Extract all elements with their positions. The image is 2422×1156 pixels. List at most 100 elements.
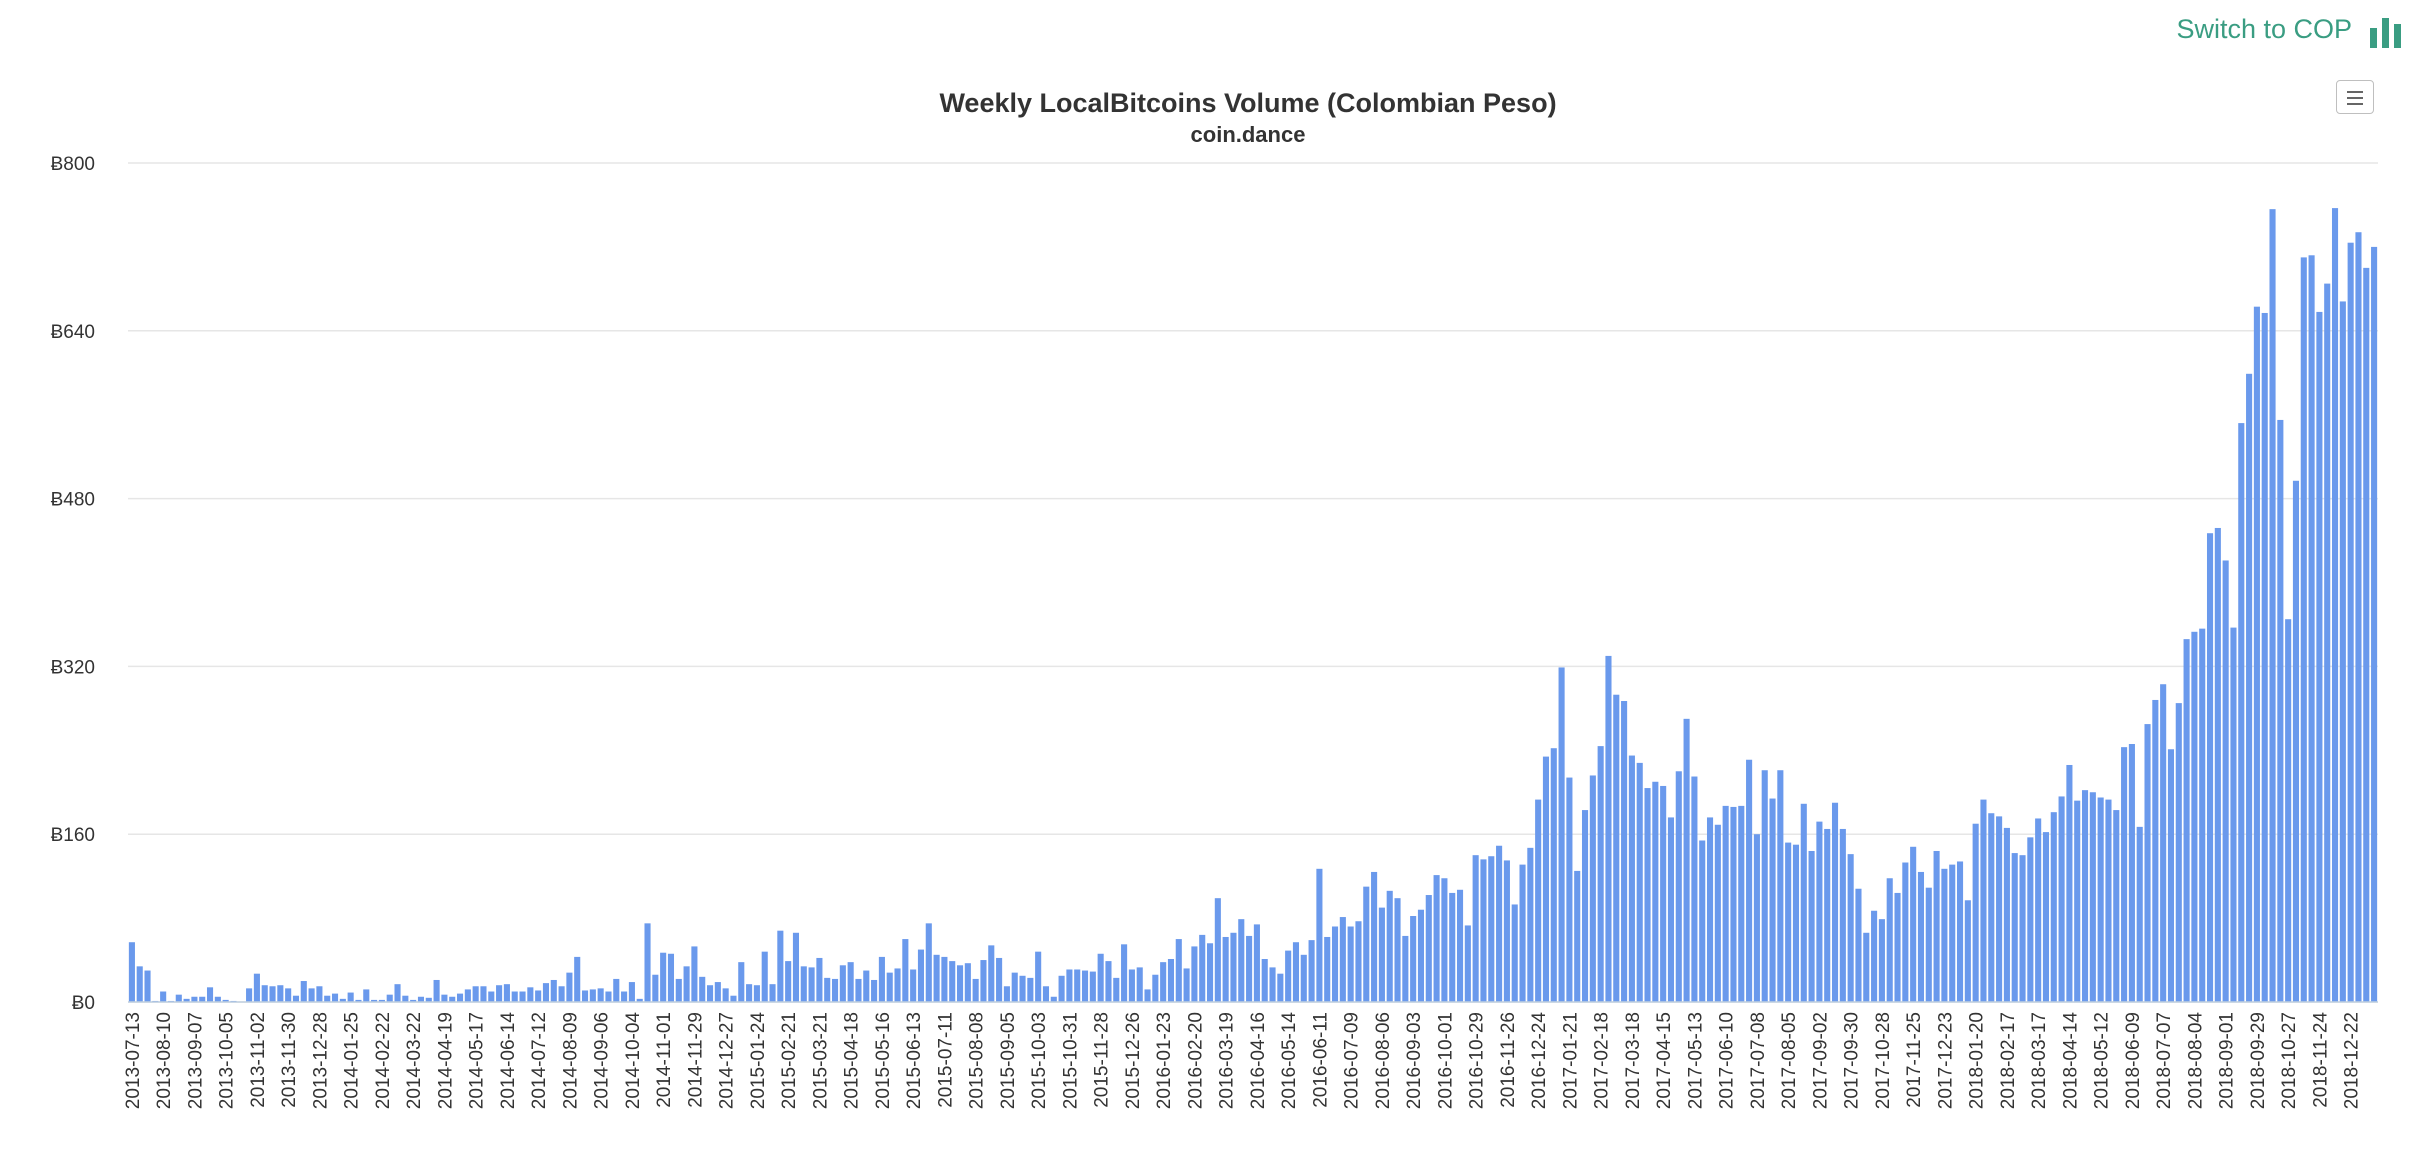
x-tick-label: 2013-10-05 (217, 1012, 238, 1109)
bar (847, 962, 854, 1002)
x-tick-label: 2013-07-13 (123, 1012, 144, 1109)
bar (1558, 667, 1565, 1002)
bar (2183, 639, 2190, 1002)
bar (1035, 951, 1042, 1002)
bar (253, 973, 260, 1002)
bar (566, 972, 573, 1002)
x-tick-label: 2015-04-18 (842, 1012, 863, 1109)
bar (2285, 619, 2292, 1002)
bar (449, 996, 456, 1002)
bar (1980, 799, 1987, 1002)
x-tick-label: 2015-10-31 (1060, 1012, 1081, 1109)
bar (222, 999, 229, 1002)
bar (1605, 655, 1612, 1002)
bar (1566, 777, 1573, 1002)
bar (1269, 967, 1276, 1002)
bar (1183, 968, 1190, 1002)
x-tick-label: 2015-12-26 (1123, 1012, 1144, 1109)
bar (1339, 917, 1346, 1002)
x-tick-label: 2017-04-15 (1654, 1012, 1675, 1109)
x-tick-label: 2014-04-19 (435, 1012, 456, 1109)
bar-chart-icon-bar-1 (2370, 28, 2377, 48)
bar (1003, 986, 1010, 1002)
x-tick-label: 2015-03-21 (810, 1012, 831, 1109)
bar (910, 969, 917, 1002)
bar (417, 996, 425, 1002)
x-tick-label: 2013-11-02 (248, 1012, 269, 1108)
bar (1363, 886, 1370, 1002)
bar (1699, 840, 1706, 1002)
x-tick-label: 2018-03-17 (2029, 1012, 2050, 1109)
bar (816, 957, 823, 1002)
bar (1222, 936, 1229, 1002)
bar (1511, 904, 1518, 1002)
bar (1933, 850, 1940, 1002)
bar (574, 956, 581, 1002)
bar (269, 986, 276, 1002)
bar (792, 932, 800, 1002)
bar (1613, 694, 1620, 1002)
x-tick-label: 2017-08-05 (1779, 1012, 1800, 1109)
bar (199, 996, 206, 1002)
bar (1667, 817, 1675, 1002)
bar-chart-icon[interactable] (2368, 14, 2404, 48)
x-tick-label: 2015-10-03 (1029, 1012, 1050, 1109)
bar (894, 968, 901, 1002)
bar (964, 963, 971, 1002)
bar (1847, 854, 1854, 1002)
bar (667, 953, 675, 1002)
bar (2371, 246, 2378, 1002)
bar (480, 986, 487, 1002)
x-tick-label: 2016-02-20 (1185, 1012, 1206, 1109)
x-tick-label: 2013-12-28 (310, 1012, 331, 1109)
bar (2128, 744, 2135, 1002)
x-tick-label: 2013-08-10 (154, 1012, 175, 1109)
bar (1925, 887, 1932, 1002)
bar (644, 923, 651, 1002)
x-tick-label: 2014-12-27 (717, 1012, 738, 1109)
bar (1519, 864, 1526, 1002)
chart-subtitle: coin.dance (1191, 122, 1306, 147)
bar (917, 949, 925, 1002)
bar (1808, 850, 1815, 1002)
bar (1050, 996, 1057, 1002)
bar (1917, 871, 1925, 1002)
x-tick-label: 2014-02-22 (373, 1012, 394, 1109)
bar (2050, 812, 2057, 1002)
bar (1105, 961, 1112, 1002)
x-tick-label: 2014-01-25 (342, 1012, 363, 1109)
switch-to-cop-link[interactable]: Switch to COP (2176, 14, 2352, 44)
bar (1855, 888, 1862, 1002)
bar (1292, 942, 1300, 1002)
bar (1230, 932, 1237, 1002)
bar (886, 972, 893, 1002)
bar (1089, 971, 1096, 1002)
bar (675, 978, 682, 1002)
bar (285, 988, 292, 1002)
bar (2074, 800, 2081, 1002)
bar (386, 994, 393, 1002)
bar (2324, 283, 2331, 1002)
x-tick-label: 2018-11-24 (2310, 1012, 2331, 1108)
bar (300, 981, 307, 1002)
x-tick-label: 2015-08-08 (967, 1012, 988, 1109)
bar (1753, 834, 1760, 1002)
bar (1738, 805, 1745, 1002)
bar (1878, 919, 1885, 1002)
x-tick-label: 2016-10-01 (1435, 1012, 1456, 1109)
bar (394, 984, 401, 1002)
bar (2238, 423, 2245, 1003)
bar (542, 983, 550, 1002)
bar (1589, 775, 1596, 1002)
x-axis: 2013-07-13 2013-08-10 2013-09-07 2013-10-05… (123, 1001, 2378, 1109)
hamburger-menu-icon[interactable] (2336, 80, 2374, 114)
bar (214, 996, 221, 1002)
bar (1988, 813, 1995, 1002)
bar (878, 956, 885, 1002)
bar (2269, 209, 2276, 1002)
bar (175, 994, 182, 1002)
bar (2253, 306, 2260, 1003)
x-tick-label: 2013-09-07 (185, 1012, 206, 1109)
bar (1246, 935, 1253, 1002)
bar (1199, 934, 1206, 1002)
